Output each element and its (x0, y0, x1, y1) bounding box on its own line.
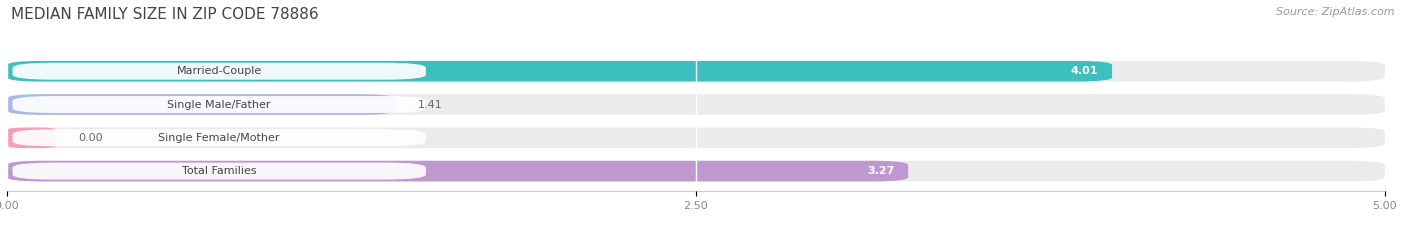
Text: MEDIAN FAMILY SIZE IN ZIP CODE 78886: MEDIAN FAMILY SIZE IN ZIP CODE 78886 (11, 7, 319, 22)
FancyBboxPatch shape (13, 96, 426, 113)
Text: Single Female/Mother: Single Female/Mother (159, 133, 280, 143)
FancyBboxPatch shape (13, 163, 426, 180)
FancyBboxPatch shape (7, 161, 1385, 182)
FancyBboxPatch shape (7, 61, 1112, 82)
Text: 0.00: 0.00 (79, 133, 103, 143)
FancyBboxPatch shape (7, 61, 1385, 82)
Text: 4.01: 4.01 (1071, 66, 1098, 76)
FancyBboxPatch shape (13, 63, 426, 80)
Text: Source: ZipAtlas.com: Source: ZipAtlas.com (1277, 7, 1395, 17)
Text: 3.27: 3.27 (868, 166, 894, 176)
FancyBboxPatch shape (7, 127, 56, 148)
FancyBboxPatch shape (7, 127, 1385, 148)
FancyBboxPatch shape (7, 161, 908, 182)
Text: Single Male/Father: Single Male/Father (167, 99, 271, 110)
Text: Married-Couple: Married-Couple (177, 66, 262, 76)
FancyBboxPatch shape (7, 94, 395, 115)
Text: Total Families: Total Families (181, 166, 256, 176)
Text: 1.41: 1.41 (418, 99, 443, 110)
FancyBboxPatch shape (7, 94, 1385, 115)
FancyBboxPatch shape (13, 129, 426, 146)
